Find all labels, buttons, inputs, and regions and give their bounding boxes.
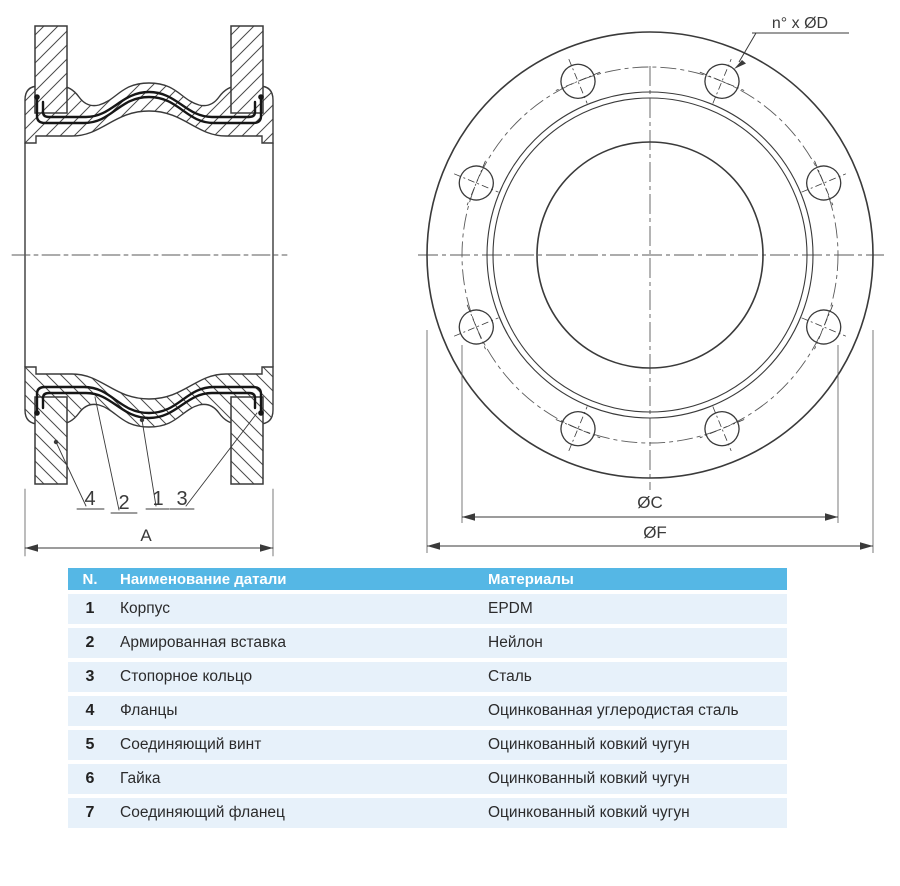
part-number: 1 [85, 600, 95, 617]
arrow-left-icon [462, 513, 475, 521]
arrow-right-icon [260, 544, 273, 552]
part-number: 6 [85, 770, 95, 787]
arrow-right-icon [860, 542, 873, 550]
bolt-pattern-label: n° x ØD [772, 15, 828, 32]
stop-ring-right [258, 94, 264, 100]
callout-leaders [55, 396, 258, 514]
stop-ring-left [34, 94, 40, 100]
part-number: 5 [85, 736, 95, 753]
parts-table: N. Наименование датали Материалы 1 Корпу… [68, 568, 787, 828]
table-row: 6 Гайка Оцинкованный ковкий чугун [68, 764, 787, 794]
part-material: Оцинкованный ковкий чугун [488, 736, 690, 753]
flange-outer-circle [426, 31, 874, 479]
header-name: Наименование датали [120, 570, 287, 588]
part-number: 2 [85, 634, 95, 651]
table-row: 7 Соединяющий фланец Оцинкованный ковкий… [68, 798, 787, 828]
callout-4: 4 [84, 488, 95, 510]
header-num: N. [82, 570, 98, 588]
leader-dot-1 [139, 417, 145, 423]
arrow-left-icon [427, 542, 440, 550]
part-material: Нейлон [488, 634, 543, 651]
table-row: 5 Соединяющий винт Оцинкованный ковкий ч… [68, 730, 787, 760]
table-header-row: N. Наименование датали Материалы [68, 568, 787, 590]
callout-3: 3 [176, 488, 187, 510]
flange-left-section [34, 25, 68, 114]
bolt-circle [461, 66, 839, 444]
callout-2: 2 [118, 492, 129, 514]
dimension-A: A [24, 488, 274, 557]
table-row: 2 Армированная вставка Нейлон [68, 628, 787, 658]
rubber-body-section [24, 82, 274, 144]
drawing-area: A 4 2 1 3 [11, 15, 884, 557]
header-material: Материалы [488, 570, 574, 588]
part-number: 3 [85, 668, 95, 685]
front-view: n° x ØD ØC ØF [418, 15, 884, 553]
outer-dim-label: ØF [643, 523, 667, 542]
part-name: Фланцы [120, 702, 178, 719]
expansion-joint-drawing: A 4 2 1 3 [11, 15, 884, 557]
part-name: Корпус [120, 600, 170, 617]
reinforced-insert [35, 90, 263, 125]
raised-face-inner-circle [492, 97, 808, 413]
arrow-left-icon [25, 544, 38, 552]
table-row: 1 Корпус EPDM [68, 594, 787, 624]
dim-length-label: A [140, 526, 152, 545]
bolt-circle-dim-label: ØC [637, 493, 663, 512]
bore-circle [536, 141, 764, 369]
part-name: Армированная вставка [120, 634, 286, 651]
part-name: Стопорное кольцо [120, 668, 253, 685]
arrow-right-icon [825, 513, 838, 521]
raised-face-outer-circle [486, 91, 814, 419]
part-material: Оцинкованный ковкий чугун [488, 770, 690, 787]
dimension-C: ØC [461, 345, 839, 523]
flange-right-section [230, 25, 264, 114]
leader-arrow-icon [734, 60, 746, 69]
section-view: A 4 2 1 3 [11, 25, 288, 557]
table-row: 4 Фланцы Оцинкованная углеродистая сталь [68, 696, 787, 726]
part-material: Оцинкованный ковкий чугун [488, 804, 690, 821]
part-material: Оцинкованная углеродистая сталь [488, 702, 739, 719]
part-number: 4 [85, 702, 95, 719]
part-material: Сталь [488, 668, 532, 685]
part-name: Гайка [120, 770, 161, 787]
leader-dot-4 [53, 439, 59, 445]
part-material: EPDM [488, 600, 533, 617]
dimension-F: ØF [426, 330, 874, 553]
part-name: Соединяющий винт [120, 736, 262, 753]
part-name: Соединяющий фланец [120, 804, 285, 821]
part-number: 7 [85, 804, 95, 821]
bottom-wall-mirror [23, 365, 275, 486]
bolt-pattern-callout: n° x ØD [734, 15, 849, 69]
table-row: 3 Стопорное кольцо Сталь [68, 662, 787, 692]
callout-1: 1 [152, 488, 163, 510]
